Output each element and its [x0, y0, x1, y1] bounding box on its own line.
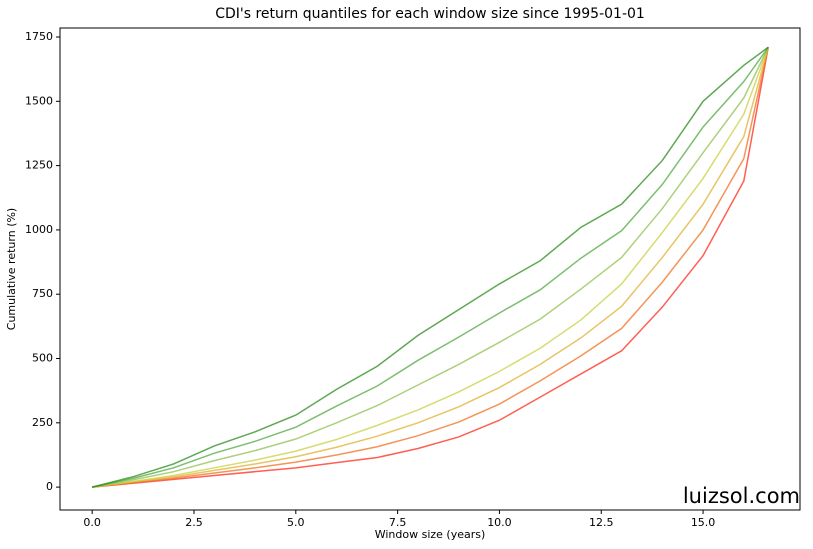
- quantile-line: [92, 47, 769, 488]
- y-tick-label: 1750: [25, 30, 53, 43]
- y-tick-label: 750: [32, 287, 53, 300]
- axes-frame: [59, 27, 801, 511]
- x-tick-label: 15.0: [691, 516, 716, 529]
- quantile-line: [92, 46, 769, 488]
- y-axis-label: Cumulative return (%): [5, 208, 18, 330]
- plot-area: [91, 46, 769, 488]
- quantile-line: [92, 47, 769, 488]
- y-tick-label: 0: [46, 480, 53, 493]
- y-tick-label: 1500: [25, 94, 53, 107]
- quantile-line: [92, 46, 769, 488]
- watermark: luizsol.com: [683, 484, 800, 508]
- x-tick-label: 5.0: [287, 516, 305, 529]
- x-tick-label: 12.5: [589, 516, 614, 529]
- y-tick-label: 250: [32, 416, 53, 429]
- quantile-line: [92, 47, 769, 488]
- quantile-line: [91, 46, 769, 488]
- x-tick-label: 10.0: [487, 516, 512, 529]
- y-tick-label: 1250: [25, 159, 53, 172]
- x-tick-label: 2.5: [185, 516, 203, 529]
- y-tick-label: 500: [32, 352, 53, 365]
- quantile-line: [92, 47, 769, 488]
- chart-title: CDI's return quantiles for each window s…: [215, 6, 645, 22]
- x-axis-label: Window size (years): [375, 528, 486, 541]
- x-tick-label: 7.5: [389, 516, 407, 529]
- x-tick-label: 0.0: [83, 516, 101, 529]
- y-tick-label: 1000: [25, 223, 53, 236]
